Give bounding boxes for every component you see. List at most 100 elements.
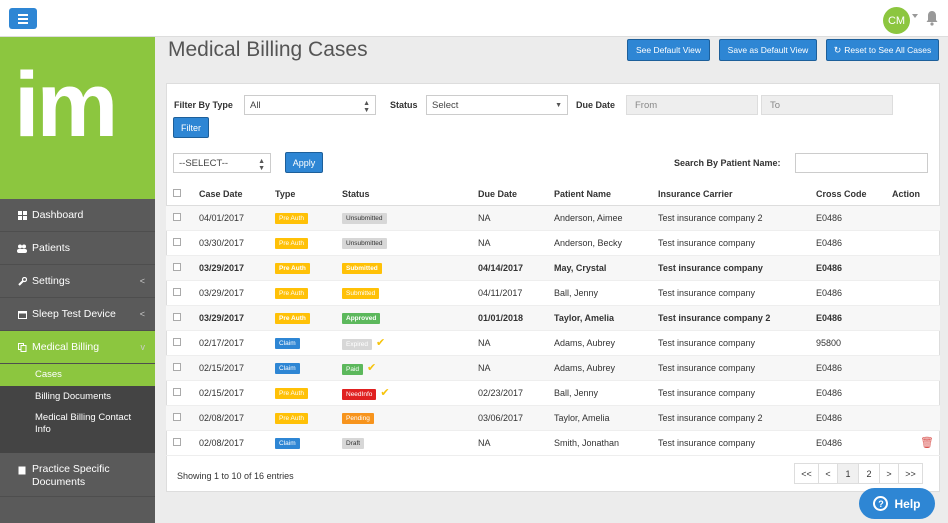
- bell-icon[interactable]: [926, 10, 938, 26]
- checkmark-icon: ✔: [376, 336, 386, 349]
- status-badge: Pending: [342, 412, 374, 424]
- due-date-to-input[interactable]: To: [761, 95, 893, 115]
- submenu-item-cases[interactable]: Cases: [0, 364, 155, 386]
- due-date-cell: 02/23/2017: [478, 380, 554, 406]
- apply-button[interactable]: Apply: [285, 152, 323, 173]
- checkmark-icon: ✔: [380, 386, 390, 399]
- table-row[interactable]: 03/29/2017 Pre Auth Submitted 04/14/2017 May…: [166, 255, 940, 281]
- column-header[interactable]: Status: [342, 184, 478, 206]
- insurance-carrier-cell: Test insurance company: [658, 330, 816, 356]
- due-date-cell: NA: [478, 430, 554, 456]
- patient-name-cell[interactable]: Taylor, Amelia: [554, 305, 658, 331]
- type-select-value: All: [250, 99, 261, 111]
- table-row[interactable]: 02/15/2017 Claim Paid ✔ NA Adams, Aubrey Test …: [166, 355, 940, 381]
- sidebar-item-sleep-test-device[interactable]: Sleep Test Device <: [0, 298, 155, 331]
- column-header[interactable]: Type: [275, 184, 342, 206]
- patient-name-cell[interactable]: Ball, Jenny: [554, 280, 658, 306]
- select-arrows-icon: ▲ ▼: [363, 100, 370, 114]
- patient-name-cell[interactable]: Anderson, Aimee: [554, 205, 658, 231]
- table-row[interactable]: 02/17/2017 Claim Expired ✔ NA Adams, Aubrey Te…: [166, 330, 940, 356]
- patient-name-cell[interactable]: May, Crystal: [554, 255, 658, 281]
- table-row[interactable]: 03/29/2017 Pre Auth Submitted 04/11/2017 Bal…: [166, 280, 940, 306]
- sidebar-item-settings[interactable]: Settings <: [0, 265, 155, 298]
- case-date-cell: 02/08/2017: [199, 405, 275, 431]
- submenu-item-billing-documents[interactable]: Billing Documents: [35, 391, 112, 402]
- insurance-carrier-cell: Test insurance company: [658, 230, 816, 256]
- insurance-carrier-cell: Test insurance company 2: [658, 405, 816, 431]
- status-badge: Unsubmitted: [342, 237, 387, 249]
- help-label: Help: [894, 496, 921, 511]
- row-checkbox[interactable]: [173, 287, 181, 296]
- patient-name-cell[interactable]: Ball, Jenny: [554, 380, 658, 406]
- see-default-view-button[interactable]: See Default View: [627, 39, 710, 61]
- patient-name-cell[interactable]: Taylor, Amelia: [554, 405, 658, 431]
- insurance-carrier-cell: Test insurance company: [658, 380, 816, 406]
- menu-toggle-button[interactable]: [9, 8, 37, 29]
- select-all-checkbox[interactable]: [173, 189, 181, 198]
- chevron-down-icon: v: [140, 342, 146, 352]
- page-1-button[interactable]: 1: [837, 463, 859, 484]
- page-prev-button[interactable]: <: [818, 463, 838, 484]
- cross-code-cell: E0486: [816, 205, 892, 231]
- caret-down-icon[interactable]: [912, 14, 918, 18]
- table-row[interactable]: 02/08/2017 Claim Draft NA Smith, Jonathan Tes…: [166, 430, 940, 456]
- sidebar-item-patients[interactable]: Patients: [0, 232, 155, 265]
- page-first-button[interactable]: <<: [794, 463, 819, 484]
- table-row[interactable]: 03/29/2017 Pre Auth Approved 01/01/2018 Tayl…: [166, 305, 940, 331]
- status-select[interactable]: Select ▼: [426, 95, 568, 115]
- row-checkbox[interactable]: [173, 262, 181, 271]
- column-header[interactable]: Insurance Carrier: [658, 184, 816, 206]
- user-avatar[interactable]: CM: [883, 7, 910, 34]
- case-date-cell: 03/29/2017: [199, 305, 275, 331]
- patient-name-cell[interactable]: Adams, Aubrey: [554, 330, 658, 356]
- pagination: << < 1 2 > >>: [794, 463, 923, 484]
- row-checkbox[interactable]: [173, 337, 181, 346]
- row-checkbox[interactable]: [173, 362, 181, 371]
- refresh-icon: ↻: [833, 44, 842, 55]
- due-date-from-input[interactable]: From: [626, 95, 758, 115]
- users-icon: [17, 243, 27, 253]
- due-date-cell: NA: [478, 230, 554, 256]
- chevron-down-icon: ▼: [555, 102, 562, 109]
- row-checkbox[interactable]: [173, 387, 181, 396]
- type-select[interactable]: All ▲ ▼: [244, 95, 376, 115]
- row-checkbox[interactable]: [173, 437, 181, 446]
- table-row[interactable]: 02/15/2017 Pre Auth NeedInfo ✔ 02/23/2017 Bal…: [166, 380, 940, 406]
- page-last-button[interactable]: >>: [898, 463, 923, 484]
- filter-button[interactable]: Filter: [173, 117, 209, 138]
- row-checkbox[interactable]: [173, 412, 181, 421]
- insurance-carrier-cell: Test insurance company: [658, 355, 816, 381]
- page-2-button[interactable]: 2: [858, 463, 880, 484]
- bulk-action-select[interactable]: --SELECT-- ▲ ▼: [173, 153, 271, 173]
- submenu-item-contact-info[interactable]: Medical Billing Contact Info: [35, 412, 132, 435]
- sidebar-item-practice-documents[interactable]: Practice Specific Documents: [0, 457, 155, 497]
- patient-name-cell[interactable]: Adams, Aubrey: [554, 355, 658, 381]
- status-badge: Approved: [342, 312, 381, 324]
- column-header[interactable]: Cross Code: [816, 184, 892, 206]
- row-checkbox[interactable]: [173, 237, 181, 246]
- question-icon: ?: [873, 496, 889, 511]
- page-next-button[interactable]: >: [879, 463, 899, 484]
- reset-all-cases-button[interactable]: ↻ Reset to See All Cases: [826, 39, 939, 61]
- column-header[interactable]: Due Date: [478, 184, 554, 206]
- due-date-cell: NA: [478, 205, 554, 231]
- column-header[interactable]: Case Date: [199, 184, 275, 206]
- patient-name-cell[interactable]: Anderson, Becky: [554, 230, 658, 256]
- row-checkbox[interactable]: [173, 312, 181, 321]
- table-row[interactable]: 02/08/2017 Pre Auth Pending 03/06/2017 Taylo…: [166, 405, 940, 431]
- patient-name-cell[interactable]: Smith, Jonathan: [554, 430, 658, 456]
- save-default-view-button[interactable]: Save as Default View: [719, 39, 817, 61]
- type-badge: Pre Auth: [275, 237, 308, 249]
- cross-code-cell: E0486: [816, 380, 892, 406]
- type-badge: Claim: [275, 337, 300, 349]
- trash-icon[interactable]: 🗑: [920, 437, 934, 449]
- table-row[interactable]: 03/30/2017 Pre Auth Unsubmitted NA Anderson,…: [166, 230, 940, 256]
- search-patient-input[interactable]: [795, 153, 928, 173]
- row-checkbox[interactable]: [173, 212, 181, 221]
- type-badge: Pre Auth: [275, 387, 308, 399]
- help-button[interactable]: ? Help: [859, 488, 935, 519]
- sidebar-item-dashboard[interactable]: Dashboard: [0, 199, 155, 232]
- sidebar-item-medical-billing[interactable]: Medical Billing v: [0, 331, 155, 364]
- table-row[interactable]: 04/01/2017 Pre Auth Unsubmitted NA Anderson,…: [166, 205, 940, 231]
- column-header[interactable]: Patient Name: [554, 184, 658, 206]
